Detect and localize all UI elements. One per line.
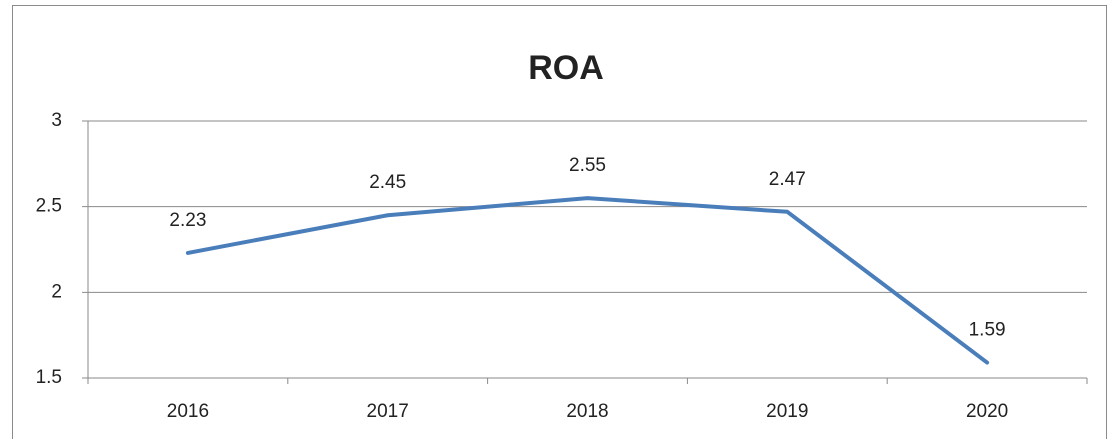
data-label: 2.55 bbox=[569, 155, 606, 176]
line-series bbox=[185, 196, 990, 365]
data-label: 1.59 bbox=[969, 320, 1006, 341]
x-tick-label: 2017 bbox=[367, 401, 409, 422]
y-tick-label: 2 bbox=[51, 281, 62, 302]
x-tick-label: 2019 bbox=[766, 401, 808, 422]
data-label: 2.23 bbox=[169, 210, 206, 231]
y-tick-label: 3 bbox=[51, 110, 62, 131]
x-tick-label: 2018 bbox=[566, 401, 608, 422]
chart-border bbox=[12, 5, 1107, 439]
chart-title: ROA bbox=[528, 49, 604, 87]
data-label: 2.45 bbox=[369, 172, 406, 193]
data-label: 2.47 bbox=[769, 169, 806, 190]
y-tick-label: 1.5 bbox=[36, 367, 62, 388]
x-tick-label: 2016 bbox=[167, 401, 209, 422]
x-tick-label: 2020 bbox=[966, 401, 1008, 422]
y-tick-label: 2.5 bbox=[36, 196, 62, 217]
